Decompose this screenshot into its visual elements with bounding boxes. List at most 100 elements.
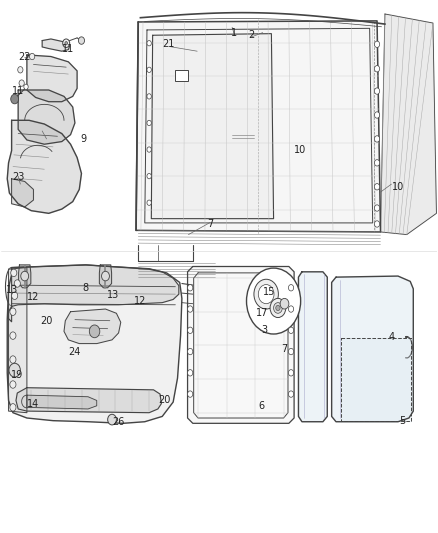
Text: 22: 22 [18, 52, 31, 61]
Circle shape [10, 332, 16, 340]
Circle shape [147, 147, 151, 152]
Polygon shape [151, 34, 274, 219]
Text: 11: 11 [12, 86, 24, 96]
Text: 1: 1 [231, 28, 237, 38]
Polygon shape [136, 21, 381, 232]
Circle shape [187, 369, 193, 376]
Text: 20: 20 [158, 395, 171, 406]
Polygon shape [381, 14, 436, 235]
Text: 12: 12 [134, 296, 147, 306]
Text: 13: 13 [107, 289, 120, 300]
Circle shape [247, 268, 300, 334]
Polygon shape [27, 395, 97, 409]
Circle shape [10, 381, 16, 388]
Circle shape [288, 369, 293, 376]
Polygon shape [64, 309, 121, 344]
Polygon shape [27, 55, 77, 102]
Circle shape [288, 349, 293, 355]
Circle shape [374, 183, 380, 190]
Circle shape [10, 308, 16, 316]
Polygon shape [16, 387, 161, 413]
Circle shape [78, 37, 85, 44]
Text: 10: 10 [293, 144, 306, 155]
Circle shape [288, 285, 293, 291]
Circle shape [374, 205, 380, 211]
Text: 2: 2 [249, 30, 255, 41]
Text: 14: 14 [27, 399, 39, 409]
Circle shape [270, 298, 286, 318]
Circle shape [14, 280, 20, 287]
Bar [175, 70, 188, 82]
Polygon shape [187, 266, 294, 423]
Circle shape [147, 67, 151, 72]
Text: 4: 4 [389, 332, 395, 342]
Polygon shape [7, 265, 182, 423]
Circle shape [374, 136, 380, 142]
Circle shape [9, 364, 20, 377]
Circle shape [11, 94, 18, 104]
Text: 13: 13 [6, 286, 18, 295]
Circle shape [254, 279, 279, 309]
Text: 7: 7 [207, 219, 213, 229]
Polygon shape [9, 268, 27, 413]
Text: 21: 21 [162, 39, 175, 49]
Circle shape [374, 66, 380, 72]
Polygon shape [99, 265, 112, 288]
Polygon shape [18, 265, 31, 288]
Polygon shape [12, 179, 33, 207]
Circle shape [374, 41, 380, 47]
Polygon shape [18, 90, 75, 144]
Circle shape [147, 200, 151, 205]
Text: 10: 10 [392, 182, 404, 192]
Circle shape [24, 84, 28, 90]
Circle shape [102, 271, 110, 281]
Circle shape [288, 306, 293, 312]
Polygon shape [298, 272, 327, 422]
Text: 8: 8 [83, 283, 89, 293]
Circle shape [18, 67, 23, 73]
Text: 19: 19 [11, 370, 23, 381]
Circle shape [11, 269, 17, 277]
Text: 24: 24 [69, 346, 81, 357]
Circle shape [276, 305, 280, 311]
Text: 3: 3 [262, 325, 268, 335]
Polygon shape [42, 39, 70, 51]
Circle shape [187, 285, 193, 291]
Circle shape [147, 173, 151, 179]
Circle shape [187, 306, 193, 312]
Circle shape [374, 160, 380, 166]
Text: 5: 5 [399, 416, 406, 426]
Circle shape [63, 39, 70, 47]
Circle shape [187, 327, 193, 334]
Text: 20: 20 [40, 316, 53, 326]
Circle shape [374, 221, 380, 227]
Circle shape [147, 120, 151, 126]
Circle shape [280, 298, 289, 309]
Circle shape [19, 80, 24, 86]
Circle shape [374, 112, 380, 118]
Circle shape [108, 414, 117, 425]
Circle shape [89, 325, 100, 338]
Circle shape [21, 271, 28, 281]
Circle shape [29, 53, 35, 60]
Circle shape [288, 391, 293, 397]
Polygon shape [332, 276, 413, 422]
Text: 17: 17 [256, 308, 268, 318]
Polygon shape [7, 120, 81, 213]
Circle shape [258, 285, 274, 304]
Text: 26: 26 [113, 417, 125, 427]
Text: 23: 23 [12, 172, 25, 182]
Text: 7: 7 [281, 344, 288, 354]
Circle shape [187, 391, 193, 397]
Circle shape [12, 292, 18, 300]
Circle shape [65, 42, 67, 45]
Text: 11: 11 [62, 44, 74, 53]
Polygon shape [341, 338, 411, 421]
Polygon shape [9, 265, 179, 322]
Circle shape [10, 403, 16, 411]
Circle shape [374, 88, 380, 94]
Text: 9: 9 [81, 134, 87, 144]
Text: 12: 12 [27, 292, 39, 302]
Text: 15: 15 [263, 287, 276, 297]
Text: 6: 6 [259, 401, 265, 411]
